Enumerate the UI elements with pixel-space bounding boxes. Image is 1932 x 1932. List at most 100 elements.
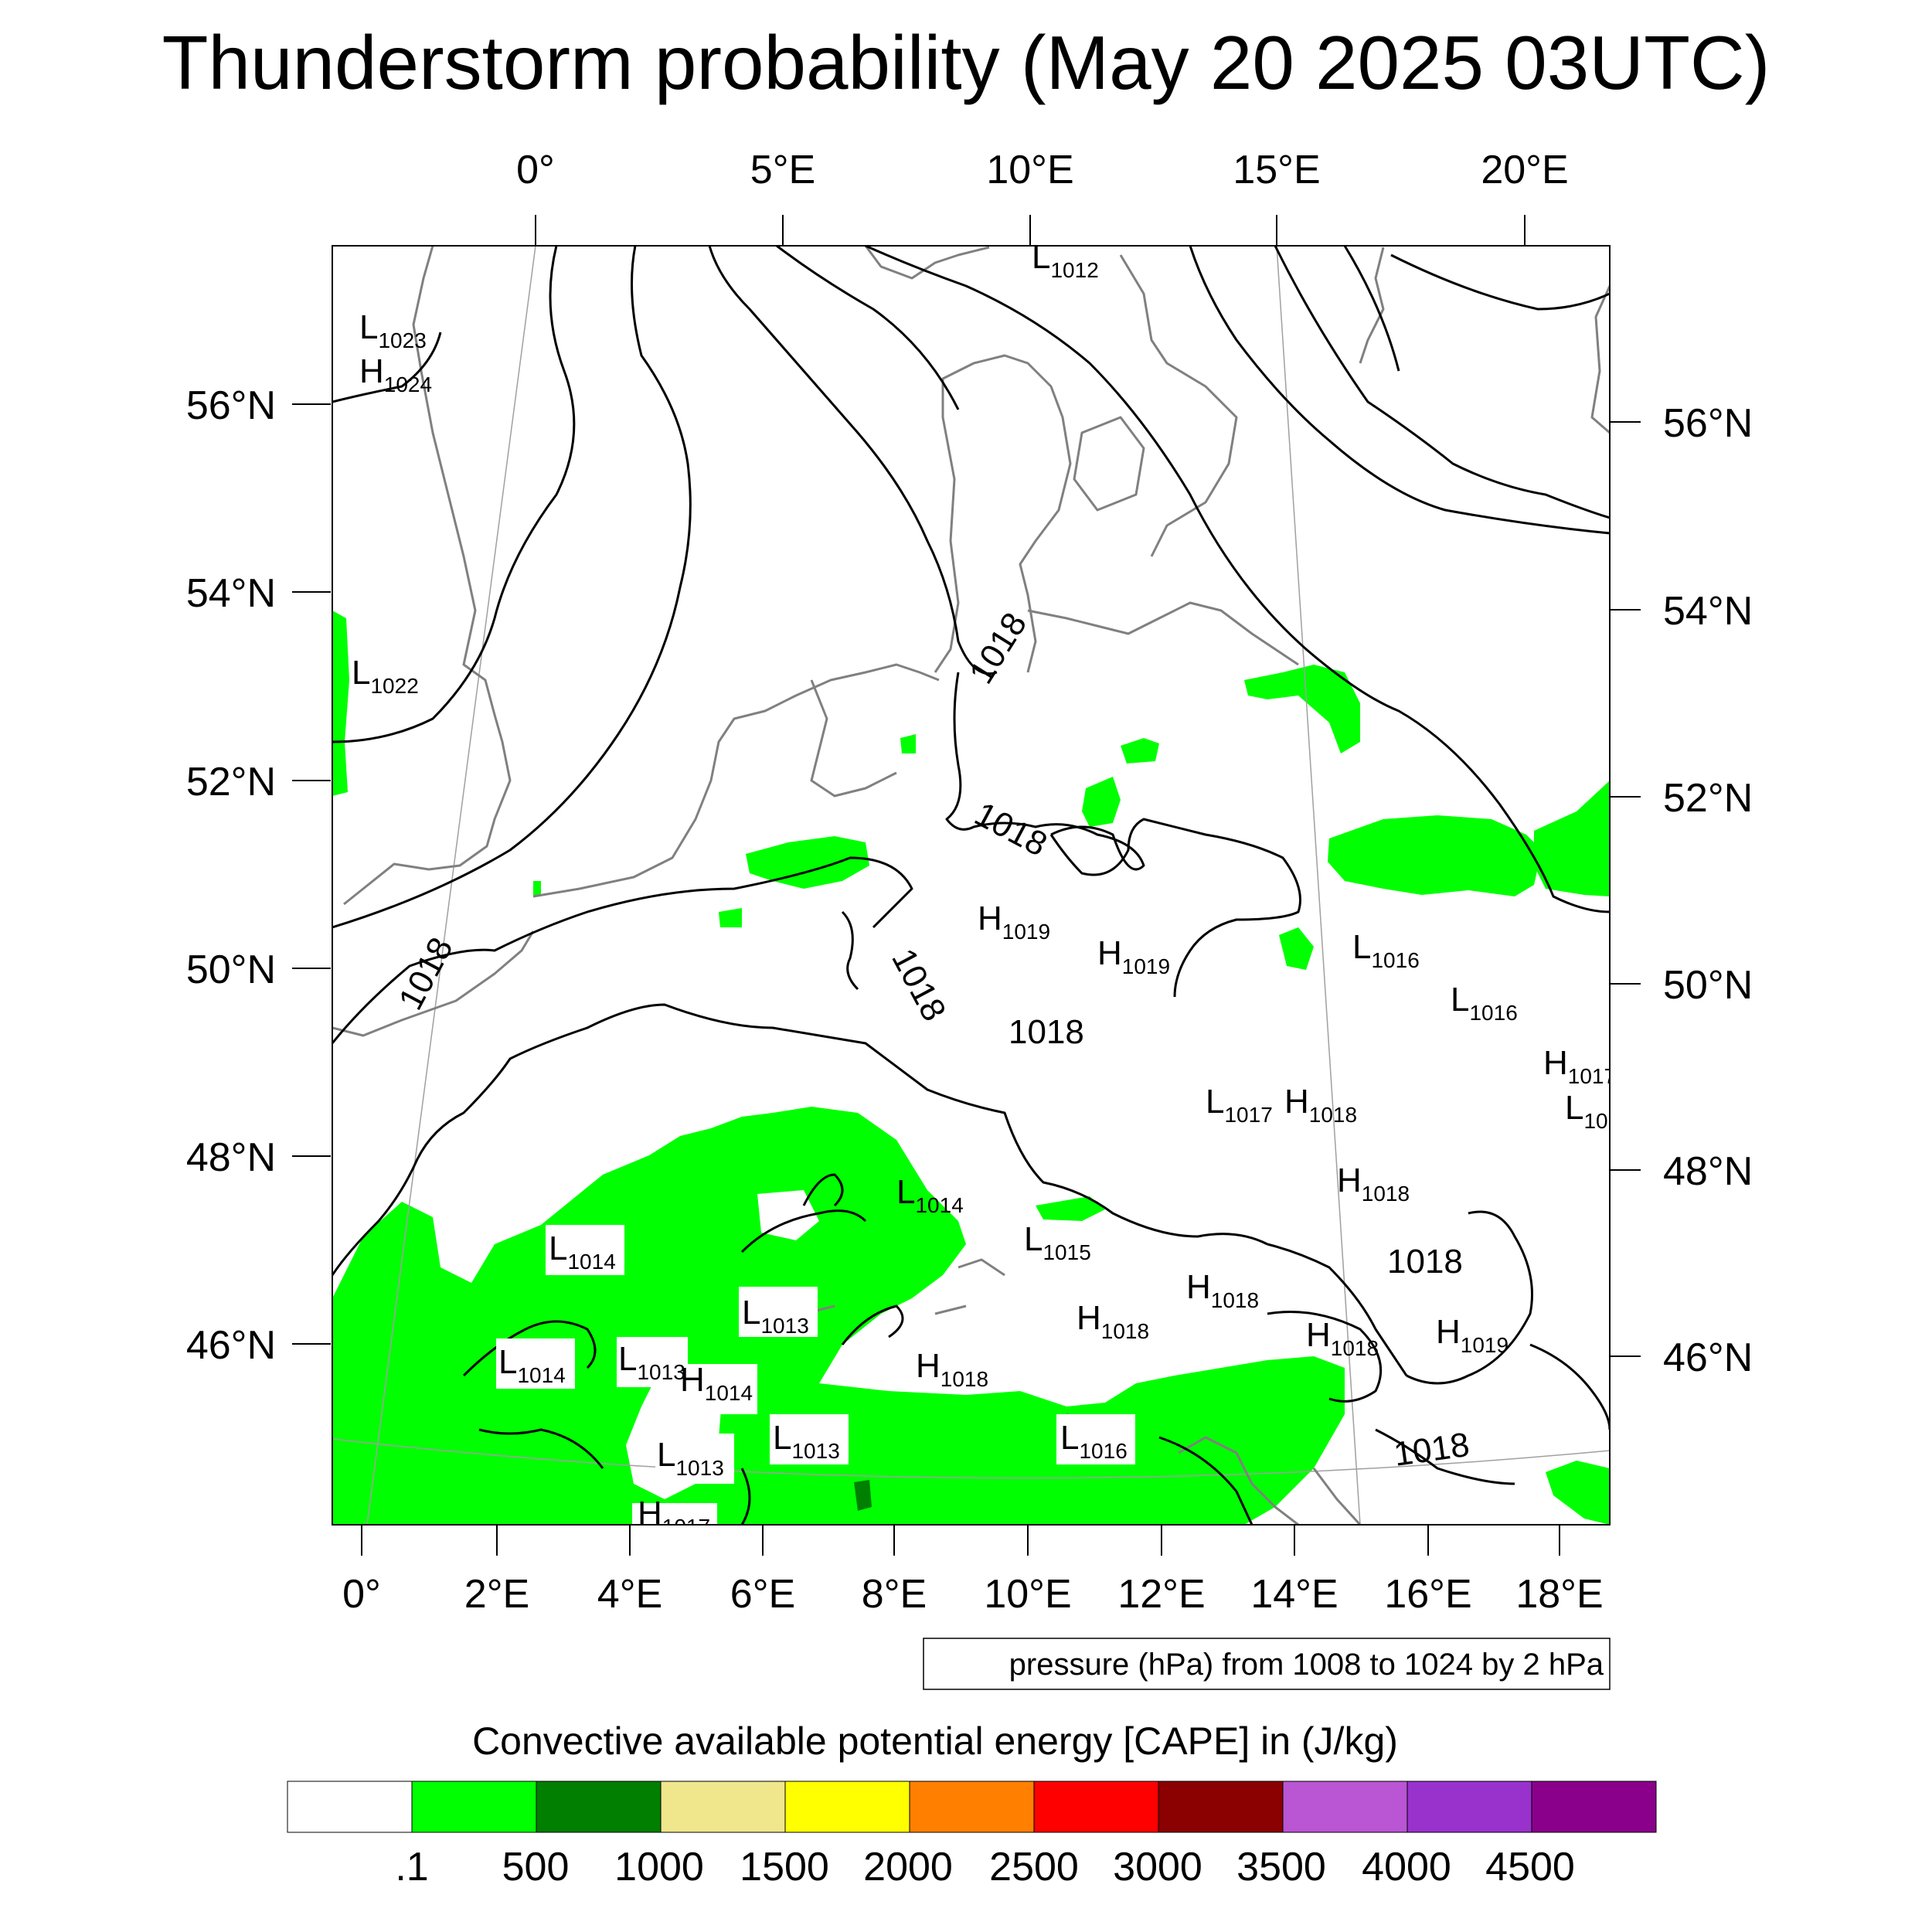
pressure-value: 1019 xyxy=(1122,954,1170,978)
pressure-value: 1017 xyxy=(1224,1103,1272,1127)
pressure-value: 1016 xyxy=(1469,1001,1517,1025)
coastline-sweden xyxy=(1119,254,1238,557)
cape-area-english-channel xyxy=(533,881,541,896)
colorbar-swatch xyxy=(1033,1781,1159,1833)
coastline-france-north xyxy=(532,663,940,898)
left-lat-tick: 46°N xyxy=(186,1323,276,1368)
isobar xyxy=(332,246,692,929)
cape-area-alps-east xyxy=(1036,1196,1105,1221)
isobar xyxy=(802,1173,844,1207)
bottom-lon-tick: 6°E xyxy=(730,1572,795,1617)
pressure-type: H xyxy=(1436,1313,1461,1351)
pressure-type: L xyxy=(618,1340,637,1378)
bottom-lon-tick: 2°E xyxy=(464,1572,529,1617)
top-lon-tick: 10°E xyxy=(986,148,1073,192)
pressure-marker: H1018 xyxy=(1284,1083,1357,1127)
pressure-type: H xyxy=(680,1361,705,1399)
isobar xyxy=(1375,1428,1515,1485)
graticule xyxy=(332,246,1610,1525)
pressure-marker: H1017 xyxy=(1543,1044,1616,1088)
pressure-marker: H1019 xyxy=(1097,934,1170,978)
pressure-value: 1014 xyxy=(517,1363,565,1387)
pressure-note-box: pressure (hPa) from 1008 to 1024 by 2 hP… xyxy=(923,1638,1611,1690)
isobar xyxy=(1049,818,1301,998)
map-frame xyxy=(332,245,1611,1526)
pressure-marker: L1016 xyxy=(1451,981,1518,1025)
pressure-type: L xyxy=(896,1173,915,1211)
pressure-value: 1022 xyxy=(370,674,418,698)
pressure-value: 1012 xyxy=(1050,258,1098,282)
pressure-type: L xyxy=(1060,1419,1079,1457)
pressure-type: H xyxy=(1284,1083,1309,1121)
isobar-label: 1018 xyxy=(1009,1013,1084,1051)
colorbar-swatch xyxy=(1531,1781,1657,1833)
isobar xyxy=(1343,246,1400,372)
pressure-type: H xyxy=(978,900,1002,937)
isobar xyxy=(1267,1243,1408,1376)
pressure-type: H xyxy=(1097,934,1122,972)
left-lat-tick: 56°N xyxy=(186,383,276,428)
pressure-value: 1015 xyxy=(1043,1240,1090,1264)
pressure-value: 1019 xyxy=(1461,1333,1509,1357)
isobar xyxy=(841,910,859,991)
colorbar-label: 4500 xyxy=(1485,1845,1575,1889)
pressure-type: H xyxy=(916,1347,940,1385)
cape-area-baltic xyxy=(1244,665,1360,753)
right-lat-tick: 52°N xyxy=(1663,776,1753,821)
isobar xyxy=(332,856,913,1044)
pressure-value: 1013 xyxy=(791,1439,839,1463)
top-lon-tick: 5°E xyxy=(750,148,815,192)
coastline-denmark xyxy=(934,354,1072,673)
pressure-value: 1018 xyxy=(1101,1319,1149,1343)
pressure-value: 1013 xyxy=(760,1314,808,1338)
isobar xyxy=(945,672,1145,871)
isobar xyxy=(708,246,998,675)
isobar xyxy=(776,246,960,410)
pressure-value: 1018 xyxy=(1309,1103,1357,1127)
right-lat-tick: 54°N xyxy=(1663,589,1753,634)
pressure-type: L xyxy=(352,654,370,692)
bottom-lon-tick: 12°E xyxy=(1117,1572,1205,1617)
coastline-denmark-islands xyxy=(1073,416,1145,512)
cape-area-czech xyxy=(1279,927,1314,970)
pressure-marker: L1015 xyxy=(1024,1220,1091,1264)
colorbar-label: .1 xyxy=(395,1845,428,1889)
pressure-marker: H1018 xyxy=(1337,1162,1410,1206)
colorbar-label: 1000 xyxy=(614,1845,704,1889)
pressure-marker: H1014 xyxy=(680,1361,753,1405)
right-lat-tick: 48°N xyxy=(1663,1149,1753,1194)
pressure-system-markers: L1012 L1023 H1024 L1022 H1019 H1019 L101… xyxy=(352,246,1616,1532)
pressure-marker: L1016 xyxy=(1352,928,1420,972)
pressure-type: L xyxy=(1206,1083,1224,1121)
pressure-value: 1016 xyxy=(1371,948,1419,972)
pressure-marker: L1014 xyxy=(549,1230,616,1274)
right-lat-tick: 56°N xyxy=(1663,401,1753,446)
colorbar-swatch xyxy=(1282,1781,1408,1833)
isobar xyxy=(1406,1210,1533,1385)
coastline-uk-south xyxy=(332,930,535,1037)
coastline-croatia xyxy=(1312,1468,1362,1525)
colorbar xyxy=(287,1781,1657,1833)
colorbar-swatch xyxy=(411,1781,537,1833)
left-lat-tick: 48°N xyxy=(186,1135,276,1180)
colorbar-label: 2500 xyxy=(989,1845,1079,1889)
cape-area-belgium-sw xyxy=(719,908,742,927)
isobar xyxy=(740,1209,867,1253)
pressure-value: 1023 xyxy=(378,328,426,352)
left-lat-tick: 54°N xyxy=(186,571,276,616)
right-lat-ticks: 56°N 54°N 52°N 50°N 48°N 46°N xyxy=(1610,401,1753,1380)
cape-area-poland xyxy=(1328,815,1542,896)
bottom-lon-tick: 14°E xyxy=(1250,1572,1338,1617)
pressure-type: L xyxy=(498,1343,517,1381)
pressure-type: H xyxy=(638,1495,662,1532)
isobar xyxy=(332,332,442,403)
pressure-value: 1014 xyxy=(705,1381,753,1405)
cape-area-far-south-west xyxy=(332,1399,386,1525)
isobar xyxy=(841,1304,904,1345)
pressure-value: 1019 xyxy=(1002,920,1050,944)
pressure-value: 1024 xyxy=(384,372,432,396)
left-lat-tick: 52°N xyxy=(186,760,276,804)
bottom-lon-tick: 4°E xyxy=(597,1572,662,1617)
coastlines xyxy=(332,246,1610,1525)
